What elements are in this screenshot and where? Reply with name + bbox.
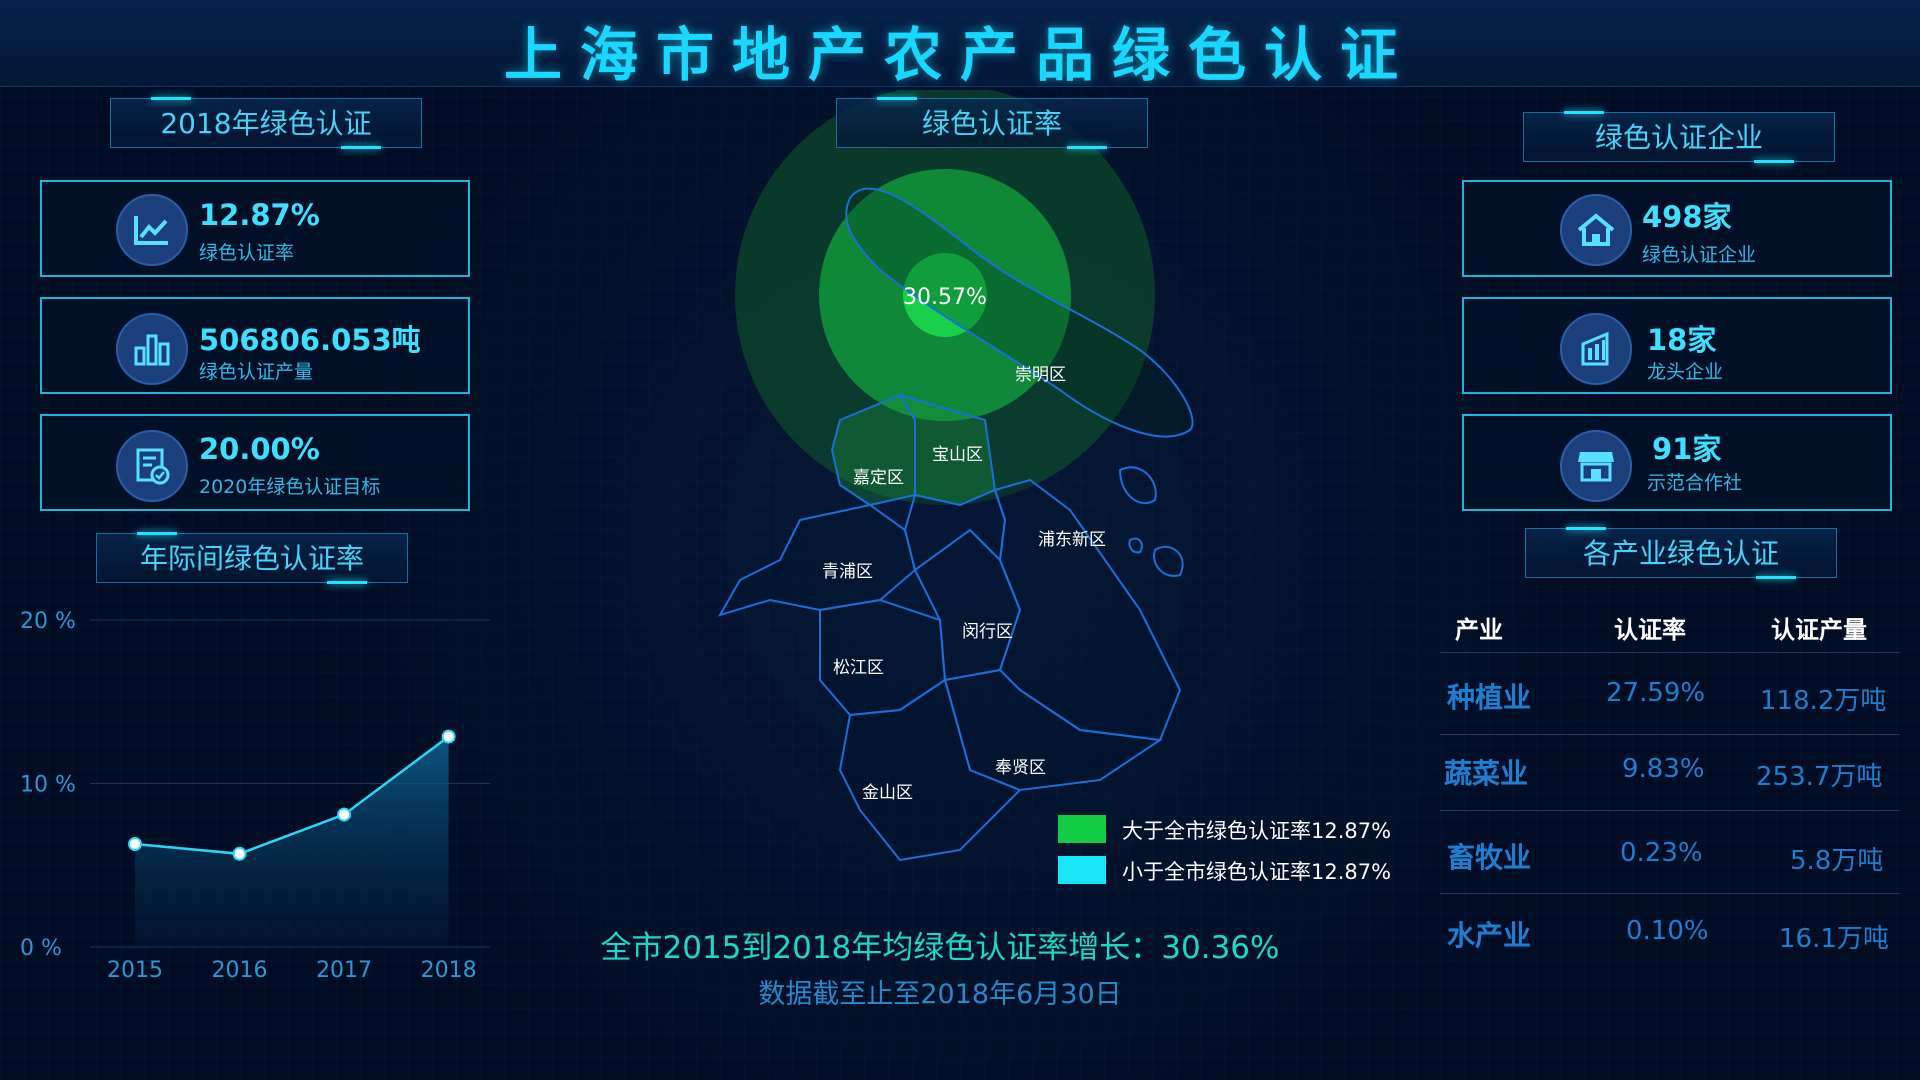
map-district-chongming[interactable] xyxy=(845,187,1194,438)
district-label: 闵行区 xyxy=(962,622,1013,642)
section-title-2018: 2018年绿色认证 xyxy=(110,97,422,149)
stat-value: 12.87% xyxy=(199,198,320,232)
section-title-trend: 年际间绿色认证率 xyxy=(96,532,408,584)
stat-card-output: 506806.053吨 绿色认证产量 xyxy=(40,297,470,394)
header-bar: 上海市地产农产品绿色认证 xyxy=(0,0,1920,89)
stat-label: 绿色认证产量 xyxy=(199,361,314,383)
table-header-industry: 产业 xyxy=(1455,616,1503,644)
shanghai-map: 30.57% 崇明区 宝山区 嘉定区 浦东新区 青浦区 闵行区 松江区 奉贤区 … xyxy=(717,90,1194,862)
stat-label: 2020年绿色认证目标 xyxy=(199,476,381,498)
table-cell-rate: 0.23% xyxy=(1620,838,1703,868)
district-label: 崇明区 xyxy=(1015,365,1066,385)
x-tick-label: 2017 xyxy=(316,958,372,983)
section-title-enterprise: 绿色认证企业 xyxy=(1523,111,1835,163)
stat-label: 示范合作社 xyxy=(1647,472,1743,494)
stat-label: 龙头企业 xyxy=(1647,361,1724,383)
table-cell-industry: 畜牧业 xyxy=(1447,841,1532,874)
map-district-qingpu[interactable] xyxy=(717,503,917,617)
stat-card-rate: 12.87% 绿色认证率 xyxy=(40,180,470,277)
building-icon xyxy=(1560,313,1632,385)
table-header-rate: 认证率 xyxy=(1614,616,1686,644)
district-label: 金山区 xyxy=(862,783,913,803)
store-icon xyxy=(1560,430,1632,502)
stat-value: 18家 xyxy=(1647,323,1717,357)
trend-chart: 20 % 10 % 0 % 2015 2016 2017 2018 xyxy=(20,609,490,983)
stat-label: 绿色认证企业 xyxy=(1642,244,1757,266)
table-header-output: 认证产量 xyxy=(1771,616,1867,644)
glow-inner xyxy=(903,253,987,337)
table-cell-industry: 种植业 xyxy=(1447,681,1532,714)
district-label: 松江区 xyxy=(833,658,884,678)
table-cell-output: 118.2万吨 xyxy=(1760,686,1887,716)
y-tick-label: 20 % xyxy=(20,609,76,634)
district-label: 奉贤区 xyxy=(995,758,1046,778)
table-cell-industry: 水产业 xyxy=(1447,919,1532,952)
stat-card-enterprise: 498家 绿色认证企业 xyxy=(1462,180,1892,277)
data-point[interactable] xyxy=(441,729,456,744)
table-cell-rate: 0.10% xyxy=(1626,916,1709,946)
stat-card-target: 20.00% 2020年绿色认证目标 xyxy=(40,414,470,511)
table-cell-industry: 蔬菜业 xyxy=(1444,757,1529,790)
x-tick-label: 2016 xyxy=(212,958,268,983)
district-label: 青浦区 xyxy=(822,562,873,582)
legend-swatch-below xyxy=(1058,856,1106,884)
map-district-jinshan[interactable] xyxy=(838,678,1022,862)
row-divider xyxy=(1440,652,1900,653)
district-label: 宝山区 xyxy=(932,445,983,465)
table-cell-output: 16.1万吨 xyxy=(1779,924,1889,954)
section-title-industry: 各产业绿色认证 xyxy=(1525,527,1837,579)
row-divider xyxy=(1440,734,1900,735)
row-divider xyxy=(1440,893,1900,894)
section-title-rate: 绿色认证率 xyxy=(836,97,1148,149)
series-area xyxy=(135,736,449,947)
stat-card-leading: 18家 龙头企业 xyxy=(1462,297,1892,394)
document-check-icon xyxy=(116,430,188,502)
data-point[interactable] xyxy=(128,836,142,851)
x-tick-label: 2018 xyxy=(421,958,477,983)
district-label: 浦东新区 xyxy=(1038,530,1106,550)
page-title: 上海市地产农产品绿色认证 xyxy=(503,21,1416,89)
stat-value: 506806.053吨 xyxy=(199,323,421,357)
district-label: 嘉定区 xyxy=(853,468,904,488)
summary-growth: 全市2015到2018年均绿色认证率增长：30.36% xyxy=(600,930,1280,966)
house-icon xyxy=(1560,194,1632,266)
stat-value: 498家 xyxy=(1642,200,1732,234)
line-chart-icon xyxy=(116,194,188,266)
stat-card-coop: 91家 示范合作社 xyxy=(1462,414,1892,511)
table-cell-rate: 9.83% xyxy=(1622,754,1705,784)
x-tick-label: 2015 xyxy=(107,958,163,983)
map-island xyxy=(1153,545,1184,577)
stat-value: 91家 xyxy=(1652,432,1722,466)
table-cell-output: 253.7万吨 xyxy=(1756,762,1883,792)
highlight-value: 30.57% xyxy=(903,285,987,310)
map-island xyxy=(1128,537,1143,554)
stat-value: 20.00% xyxy=(199,432,320,466)
data-point[interactable] xyxy=(337,807,352,822)
legend-swatch-above xyxy=(1058,815,1106,843)
legend-label-above: 大于全市绿色认证率12.87% xyxy=(1122,819,1392,843)
row-divider xyxy=(1440,810,1900,811)
data-point[interactable] xyxy=(232,846,247,861)
table-cell-rate: 27.59% xyxy=(1606,678,1706,708)
y-tick-label: 10 % xyxy=(20,773,76,798)
table-cell-output: 5.8万吨 xyxy=(1790,846,1884,876)
summary-date: 数据截至止至2018年6月30日 xyxy=(758,979,1122,1010)
series-line xyxy=(134,735,450,856)
legend-label-below: 小于全市绿色认证率12.87% xyxy=(1122,860,1392,884)
bar-chart-icon xyxy=(116,313,188,385)
stat-label: 绿色认证率 xyxy=(199,242,295,264)
y-tick-label: 0 % xyxy=(20,936,62,961)
map-island xyxy=(1118,466,1157,505)
